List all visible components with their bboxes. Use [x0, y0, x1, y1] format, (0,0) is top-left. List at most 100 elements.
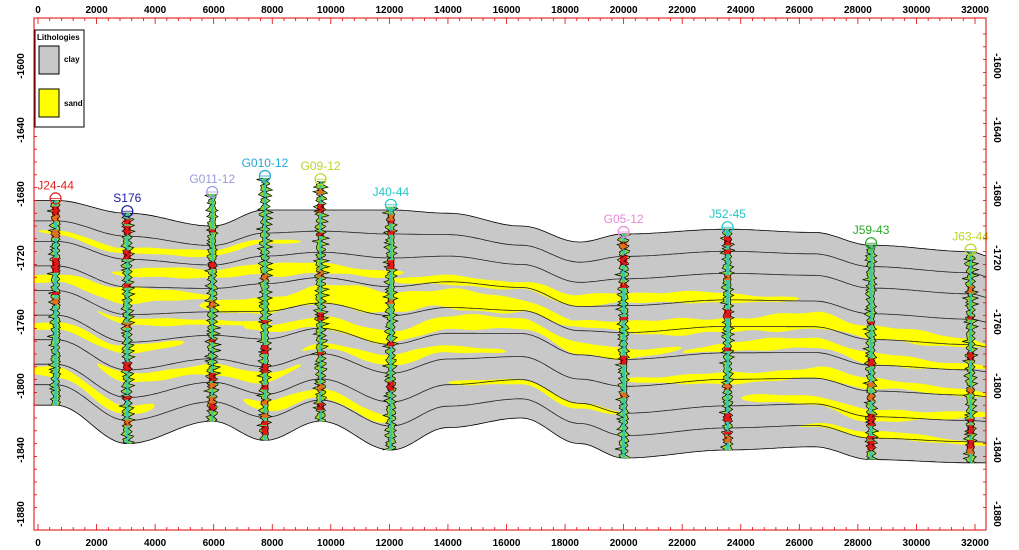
sand-body — [96, 310, 273, 327]
sand-body — [799, 423, 986, 446]
well-label: J52-45 — [709, 207, 746, 221]
well-log-curve-right — [56, 200, 62, 406]
x-tick-label-top: 6000 — [203, 5, 226, 16]
reservoir-interval — [208, 402, 216, 411]
well-log-curve-right — [871, 245, 880, 460]
reservoir-interval — [724, 435, 732, 443]
x-tick-label-bottom: 14000 — [434, 538, 462, 549]
reservoir-interval — [123, 283, 131, 288]
reservoir-interval — [724, 383, 732, 390]
reservoir-interval — [261, 320, 269, 324]
reservoir-interval — [620, 316, 628, 321]
reservoir-interval — [52, 211, 60, 215]
reservoir-interval — [52, 257, 60, 265]
well-label: J63-44 — [952, 230, 989, 244]
horizon-line — [34, 290, 986, 348]
sand-body — [447, 378, 624, 415]
reservoir-interval — [208, 339, 216, 343]
reservoir-interval — [317, 402, 325, 411]
x-tick-label-top: 32000 — [961, 5, 989, 16]
reservoir-interval — [317, 383, 325, 392]
reservoir-interval — [208, 406, 216, 411]
well-g05-12: G05-12 — [604, 212, 644, 459]
x-tick-label-bottom: 6000 — [203, 538, 226, 549]
x-tick-label-bottom: 16000 — [493, 538, 521, 549]
well-log-curve-left — [861, 245, 872, 460]
well-j63-44: J63-44 — [952, 230, 989, 464]
reservoir-interval — [317, 270, 325, 278]
well-log-curve-right — [265, 177, 275, 441]
reservoir-interval — [967, 448, 975, 454]
x-tick-label-bottom: 2000 — [85, 538, 108, 549]
reservoir-interval — [867, 435, 875, 440]
reservoir-interval — [208, 261, 216, 269]
reservoir-interval — [123, 396, 131, 400]
reservoir-interval — [724, 236, 732, 246]
reservoir-interval — [620, 257, 628, 265]
x-tick-label-bottom: 8000 — [261, 538, 284, 549]
reservoir-interval — [261, 421, 269, 426]
sand-body — [565, 311, 986, 348]
x-tick-label-bottom: 20000 — [610, 538, 638, 549]
y-tick-label-right: -1680 — [991, 181, 1002, 207]
reservoir-interval — [724, 275, 732, 281]
reservoir-interval — [867, 382, 875, 388]
x-tick-label-top: 4000 — [144, 5, 167, 16]
x-tick-label-top: 24000 — [727, 5, 755, 16]
y-tick-label-left: -1600 — [16, 53, 27, 79]
x-tick-label-bottom: 18000 — [551, 538, 579, 549]
reservoir-interval — [867, 413, 875, 423]
well-bore — [263, 178, 267, 441]
reservoir-interval — [967, 316, 975, 320]
x-tick-label-bottom: 30000 — [903, 538, 931, 549]
y-tick-label-left: -1800 — [16, 373, 27, 399]
reservoir-interval — [724, 309, 732, 319]
y-tick-label-left: -1880 — [16, 501, 27, 527]
reservoir-interval — [52, 298, 60, 305]
well-log-curve-right — [211, 193, 223, 422]
x-tick-label-top: 22000 — [668, 5, 696, 16]
well-log-curve-left — [718, 229, 729, 451]
reservoir-interval — [724, 413, 732, 422]
well-log-curve-left — [310, 180, 322, 422]
reservoir-interval — [52, 229, 60, 238]
x-tick-label-top: 30000 — [903, 5, 931, 16]
legend-swatch-clay — [38, 45, 60, 75]
reservoir-interval — [123, 225, 131, 235]
reservoir-interval — [208, 229, 216, 233]
well-label: J40-44 — [372, 185, 409, 199]
reservoir-interval — [261, 399, 269, 405]
well-label: G010-12 — [242, 156, 289, 170]
reservoir-interval — [317, 406, 325, 410]
reservoir-interval — [387, 299, 395, 304]
y-tick-label-left: -1720 — [16, 245, 27, 271]
reservoir-interval — [724, 347, 732, 352]
reservoir-interval — [867, 440, 875, 450]
well-bore — [125, 213, 129, 444]
reservoir-interval — [261, 274, 269, 281]
well-log-curve-right — [127, 212, 136, 444]
well-log-curve-left — [118, 212, 128, 444]
x-tick-label-top: 18000 — [551, 5, 579, 16]
well-label: S176 — [113, 191, 141, 205]
legend: Lithologies clay sand — [34, 29, 85, 128]
x-tick-label-top: 28000 — [844, 5, 872, 16]
well-bore — [869, 245, 873, 460]
reservoir-interval — [317, 232, 325, 237]
well-j59-43: J59-43 — [853, 223, 890, 460]
reservoir-interval — [967, 387, 975, 395]
x-tick-label-top: 20000 — [610, 5, 638, 16]
y-tick-label-left: -1760 — [16, 309, 27, 335]
reservoir-interval — [52, 264, 60, 273]
x-tick-label-bottom: 0 — [35, 538, 41, 549]
reservoir-interval — [387, 230, 395, 235]
well-bore — [622, 234, 626, 458]
y-tick-label-right: -1720 — [991, 245, 1002, 271]
well-log-curve-left — [255, 177, 266, 441]
reservoir-interval — [620, 355, 628, 365]
sand-body — [34, 322, 185, 354]
y-tick-label-left: -1840 — [16, 437, 27, 463]
horizon-line — [34, 363, 986, 422]
well-label: G09-12 — [301, 159, 341, 173]
